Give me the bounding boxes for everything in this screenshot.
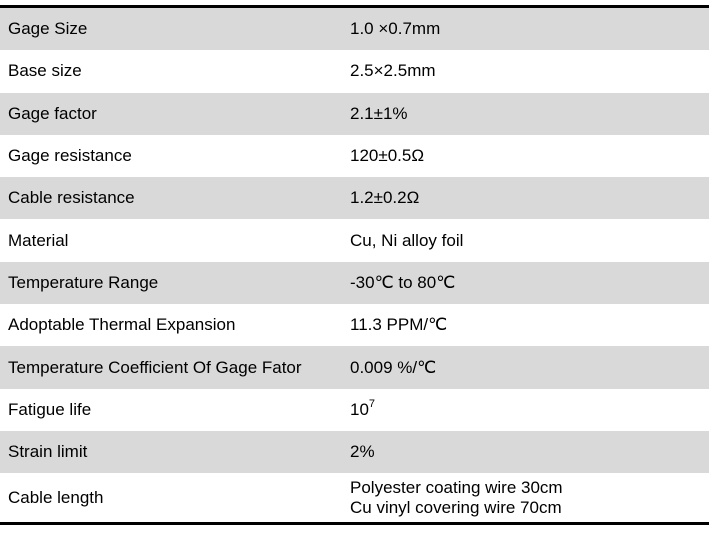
table-row: Gage Size 1.0 ×0.7mm bbox=[0, 6, 709, 51]
row-value: 11.3 PPM/℃ bbox=[350, 315, 448, 335]
row-value: 2.5×2.5mm bbox=[350, 61, 436, 81]
row-label: Temperature Coefficient Of Gage Fator bbox=[0, 346, 350, 389]
value-exponent: 7 bbox=[368, 397, 376, 410]
row-label: Gage factor bbox=[0, 92, 350, 135]
table-row: Fatigue life 107 bbox=[0, 389, 709, 431]
row-value: 1.2±0.2Ω bbox=[350, 177, 709, 220]
row-value: 1.0 ×0.7mm bbox=[350, 6, 709, 51]
row-value: 0.009 %/℃ bbox=[350, 346, 709, 389]
row-value: 107 bbox=[350, 389, 709, 431]
table-row: Temperature Range -30℃ to 80℃ bbox=[0, 261, 709, 305]
value-line-1: Polyester coating wire 30cm bbox=[350, 477, 563, 497]
row-label: Strain limit bbox=[0, 430, 350, 474]
row-value: 2% bbox=[350, 430, 709, 474]
row-label: Adoptable Thermal Expansion bbox=[8, 315, 236, 335]
value-line-2: Cu vinyl covering wire 70cm bbox=[350, 497, 562, 517]
row-label: Fatigue life bbox=[8, 399, 92, 419]
row-label: Base size bbox=[8, 61, 82, 81]
row-label: Cable length bbox=[8, 487, 104, 507]
table-row: Cable resistance 1.2±0.2Ω bbox=[0, 177, 709, 220]
row-label: Temperature Range bbox=[0, 261, 350, 305]
table-row: Gage factor 2.1±1% bbox=[0, 92, 709, 135]
row-label: Gage resistance bbox=[8, 146, 132, 166]
row-value: Polyester coating wire 30cm Cu vinyl cove… bbox=[350, 473, 709, 524]
table-row: Base size 2.5×2.5mm bbox=[0, 50, 709, 92]
table-row: Gage resistance 120±0.5Ω bbox=[0, 135, 709, 177]
row-label: Gage Size bbox=[0, 6, 350, 51]
spec-table: Gage Size 1.0 ×0.7mm Base size 2.5×2.5mm G… bbox=[0, 5, 709, 526]
table-row: Strain limit 2% bbox=[0, 430, 709, 474]
table-row: Adoptable Thermal Expansion 11.3 PPM/℃ bbox=[0, 304, 709, 346]
row-value: -30℃ to 80℃ bbox=[350, 261, 709, 305]
row-value: 2.1±1% bbox=[350, 92, 709, 135]
table-row: Material Cu, Ni alloy foil bbox=[0, 219, 709, 261]
row-label: Material bbox=[8, 230, 69, 250]
value-base: 10 bbox=[350, 399, 369, 419]
row-value: Cu, Ni alloy foil bbox=[350, 230, 464, 250]
table-row: Cable length Polyester coating wire 30cm C… bbox=[0, 473, 709, 524]
row-label: Cable resistance bbox=[0, 177, 350, 220]
table-row: Temperature Coefficient Of Gage Fator 0.0… bbox=[0, 346, 709, 389]
row-value: 120±0.5Ω bbox=[350, 146, 425, 166]
